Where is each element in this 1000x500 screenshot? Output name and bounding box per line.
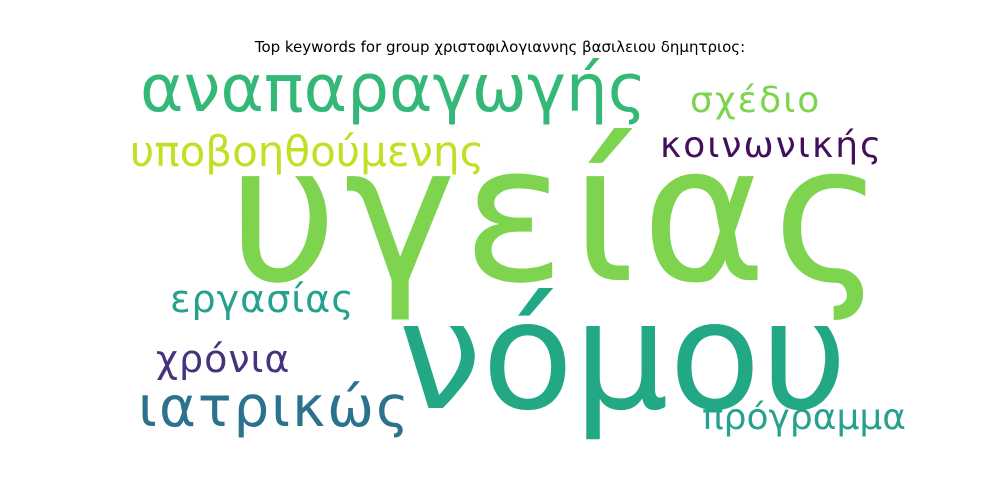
keyword-koinonikis: κοινωνικής: [660, 125, 884, 166]
keyword-ygeias: υγείας: [228, 104, 891, 325]
keyword-programma: πρόγραμμα: [702, 397, 906, 438]
keyword-iatrikos: ιατρικώς: [138, 375, 411, 440]
keyword-anaparagogis: αναπαραγωγής: [140, 50, 647, 127]
keyword-ergasias: εργασίας: [170, 277, 355, 321]
chart-title: Top keywords for group χριστοφιλογιαννης…: [254, 38, 746, 56]
keyword-schedio: σχέδιο: [690, 80, 822, 121]
keyword-nomou: νόμου: [398, 270, 848, 444]
keyword-chronia: χρόνια: [156, 337, 291, 381]
keyword-ypovoithoumenis: υποβοηθούμενης: [130, 127, 485, 176]
